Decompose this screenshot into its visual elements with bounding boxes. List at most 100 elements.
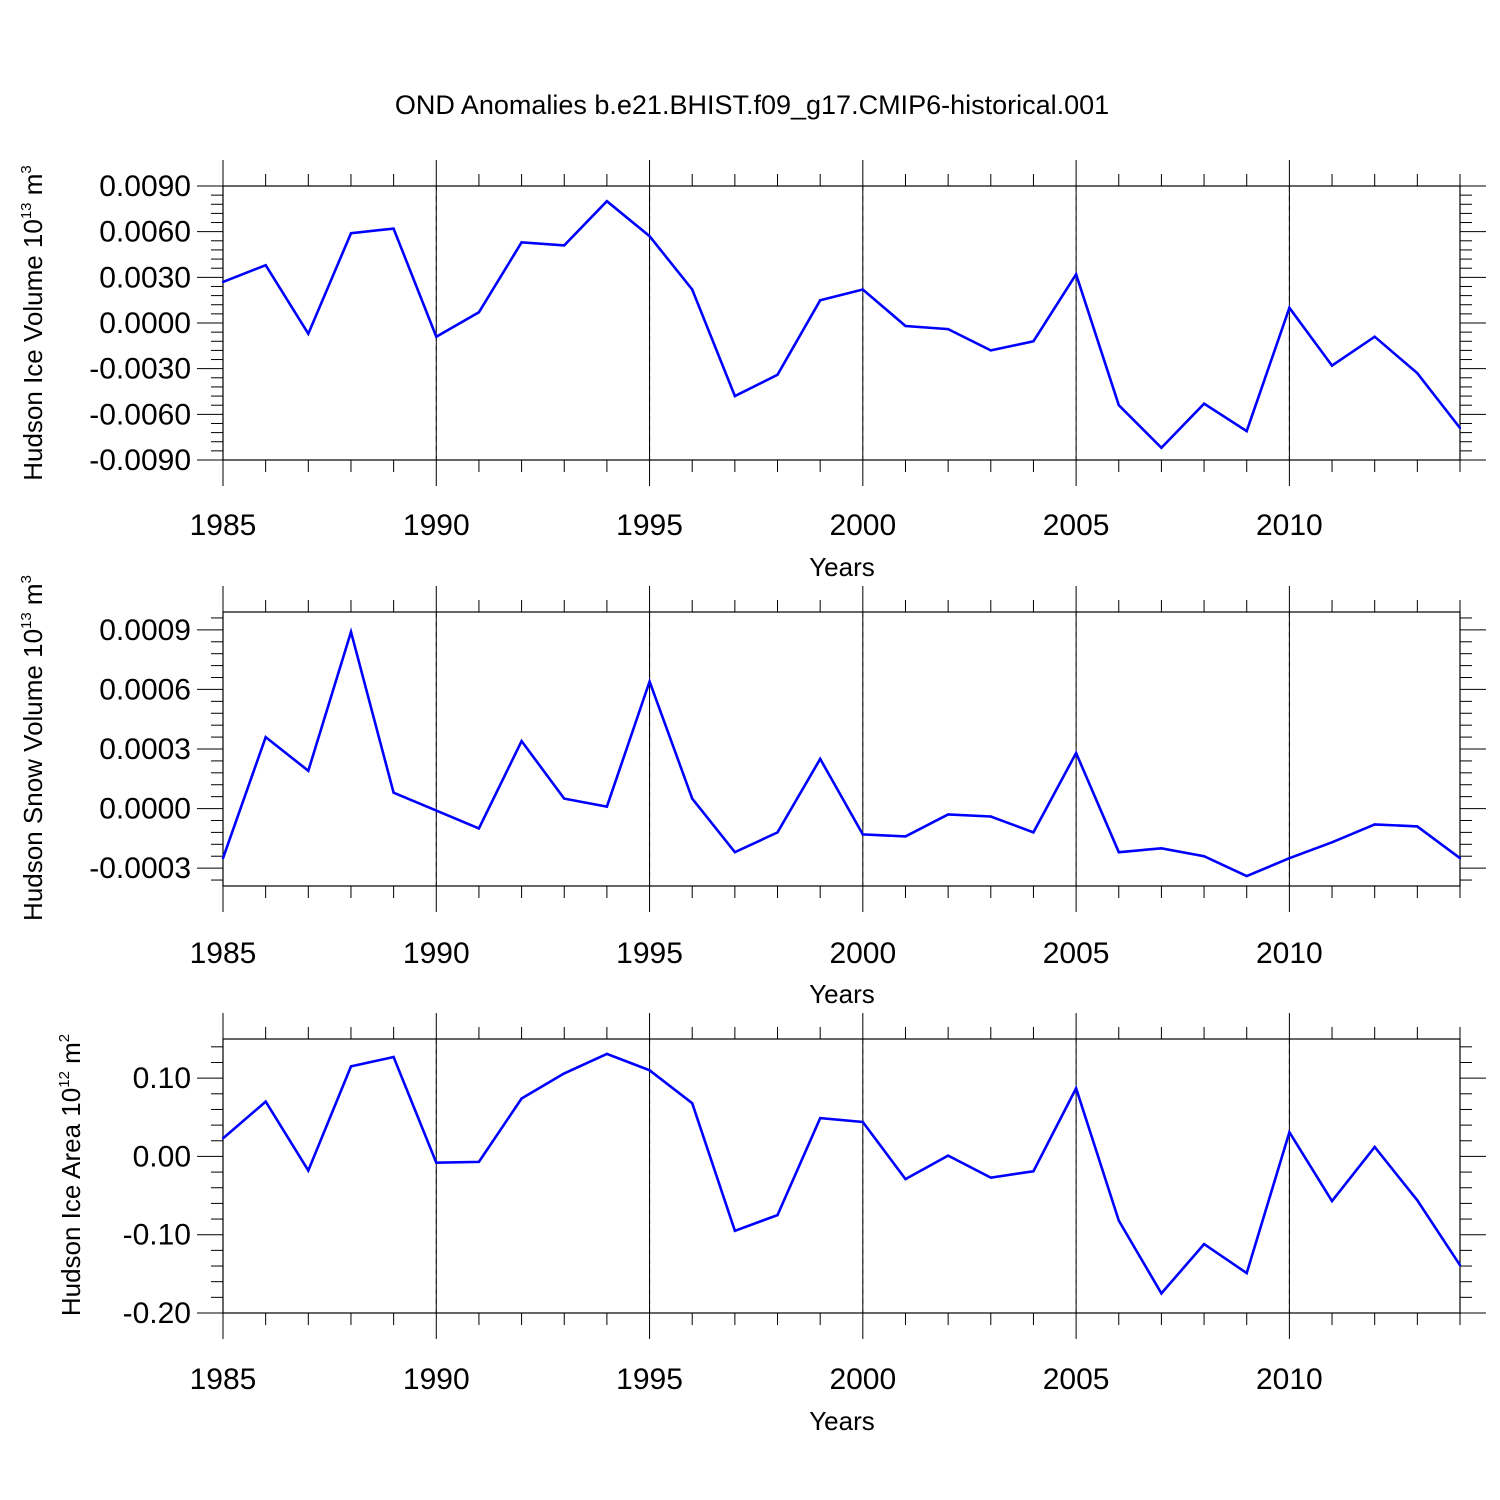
data-point-1987 (307, 769, 310, 773)
y-tick-label: 0.0000 (99, 307, 191, 340)
data-point-1988 (349, 231, 353, 235)
y-tick-label: 0.00 (133, 1140, 191, 1173)
data-point-1990 (435, 809, 438, 812)
data-point-1996 (691, 1101, 694, 1105)
data-point-1993 (563, 1072, 566, 1075)
y-axis-title-exponent: 13 (18, 612, 35, 629)
x-tick-label: 2000 (829, 1363, 896, 1396)
data-point-1994 (605, 1052, 609, 1056)
x-tick-label: 2005 (1043, 937, 1110, 970)
y-tick-label: -0.10 (123, 1219, 191, 1252)
data-point-1986 (264, 263, 267, 267)
y-axis-title-unit-exponent: 3 (18, 165, 35, 173)
y-axis-title: Hudson Snow Volume 1013 m3 (18, 575, 48, 921)
data-point-2002 (946, 327, 950, 331)
series-line (222, 199, 1462, 450)
data-point-2005 (1074, 273, 1078, 276)
data-point-1985 (221, 1137, 225, 1140)
series-line (221, 627, 1461, 878)
x-axis-title: Years (809, 1406, 875, 1436)
data-point-2002 (946, 1154, 950, 1157)
data-point-1990 (435, 335, 438, 338)
data-point-2004 (1032, 1170, 1035, 1173)
y-tick-label: 0.0030 (99, 261, 191, 294)
data-point-2004 (1032, 831, 1035, 834)
data-point-2007 (1160, 1292, 1163, 1295)
data-point-2005 (1074, 1087, 1078, 1090)
data-point-2009 (1245, 1271, 1248, 1275)
data-point-1997 (733, 851, 737, 854)
data-point-2003 (989, 349, 992, 352)
data-point-1989 (392, 227, 395, 230)
data-point-1989 (392, 1055, 395, 1059)
data-point-1992 (520, 739, 523, 743)
data-point-2006 (1117, 1219, 1120, 1222)
x-tick-label: 2010 (1256, 1363, 1323, 1396)
data-point-2013 (1416, 1199, 1419, 1202)
data-point-1996 (691, 288, 694, 291)
y-tick-label: -0.0060 (89, 398, 191, 431)
plot-frame (222, 611, 1461, 887)
plot-frame (222, 1038, 1461, 1314)
y-axis-title-unit: m (56, 1042, 86, 1071)
panel-3: -0.20 -0.10 0.00 0.10 1985 1990 1995 2000 2005 20… (56, 1013, 1486, 1436)
y-axis-title-main: Hudson Ice Area 10 (56, 1088, 86, 1316)
x-tick-label: 1985 (190, 937, 257, 970)
data-point-2006 (1117, 404, 1120, 407)
data-point-2004 (1032, 340, 1035, 343)
y-axis-title-unit-exponent: 3 (18, 575, 35, 583)
y-tick-label: 0.0060 (99, 216, 191, 249)
data-point-2014 (1458, 857, 1462, 860)
data-point-1995 (648, 1069, 651, 1072)
data-point-1998 (776, 1213, 779, 1217)
y-axis-title-exponent: 12 (56, 1071, 73, 1088)
data-point-1993 (563, 244, 566, 247)
y-axis-title-unit: m (18, 583, 48, 612)
data-point-1992 (520, 241, 523, 244)
x-tick-label: 1990 (403, 937, 470, 970)
y-axis-title-main: Hudson Ice Volume 10 (18, 219, 48, 481)
y-tick-label: -0.0003 (89, 852, 191, 885)
data-point-1997 (733, 1229, 737, 1233)
x-tick-label: 1995 (616, 509, 683, 542)
data-point-1988 (349, 1065, 353, 1068)
x-axis-title: Years (809, 552, 875, 582)
x-tick-label: 1995 (616, 1363, 683, 1396)
data-point-2010 (1288, 1130, 1291, 1134)
data-point-1999 (818, 298, 822, 302)
panel-2: -0.0003 0.0000 0.0003 0.0006 0.0009 1985 1990 1… (18, 575, 1486, 1009)
y-axis-title-unit: m (18, 174, 48, 203)
data-point-1989 (392, 791, 395, 794)
data-point-2012 (1373, 1145, 1376, 1149)
data-point-1995 (648, 680, 651, 683)
data-point-1994 (605, 200, 609, 203)
data-point-1995 (648, 235, 651, 238)
data-point-2003 (989, 815, 992, 818)
data-point-2001 (904, 835, 907, 838)
data-point-2005 (1074, 751, 1078, 755)
data-point-1986 (264, 735, 267, 739)
data-point-1998 (776, 831, 779, 834)
plot-frame (222, 185, 1461, 461)
y-tick-label: 0.0009 (99, 614, 191, 647)
x-tick-label: 1985 (190, 509, 257, 542)
y-axis-title-exponent: 13 (18, 202, 35, 219)
data-point-2010 (1288, 857, 1291, 860)
y-axis-title: Hudson Ice Volume 1013 m3 (18, 165, 48, 481)
data-point-2002 (946, 813, 950, 816)
data-point-2000 (861, 288, 865, 291)
data-point-2012 (1373, 335, 1376, 338)
data-point-2000 (861, 1120, 865, 1124)
data-point-1996 (691, 797, 694, 800)
y-axis-title-unit-exponent: 2 (56, 1034, 73, 1042)
y-tick-label: 0.0000 (99, 793, 191, 826)
y-tick-label: -0.20 (123, 1297, 191, 1330)
x-tick-label: 2005 (1043, 1363, 1110, 1396)
data-point-1994 (605, 805, 609, 808)
data-point-1999 (818, 1116, 822, 1120)
data-point-2014 (1458, 426, 1462, 430)
figure-title: OND Anomalies b.e21.BHIST.f09_g17.CMIP6-… (395, 90, 1109, 120)
x-tick-label: 2005 (1043, 509, 1110, 542)
x-tick-label: 1985 (190, 1363, 257, 1396)
